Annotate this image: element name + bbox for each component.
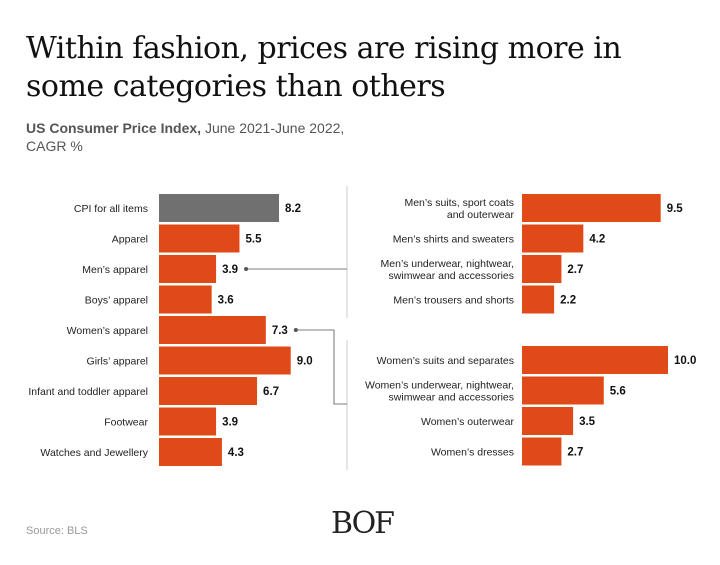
- category-label-line: Men’s underwear, nightwear,: [381, 258, 514, 270]
- category-label-infant-and-toddler-apparel: Infant and toddler apparel: [28, 386, 148, 398]
- bar-women-s-apparel: [159, 316, 266, 344]
- bar-men-s-shirts-and-sweaters: [522, 224, 584, 253]
- category-label-men-s-apparel: Men’s apparel: [82, 264, 148, 276]
- value-label-men-s-apparel: 3.9: [222, 264, 238, 276]
- category-label-men-s-shirts-and-sweaters: Men’s shirts and sweaters: [393, 234, 514, 246]
- category-label-boys-apparel: Boys’ apparel: [85, 295, 148, 307]
- value-label-cpi-for-all-items: 8.2: [285, 203, 301, 215]
- connector-womens-apparel: [295, 329, 347, 405]
- category-label-cpi-for-all-items: CPI for all items: [74, 203, 148, 215]
- category-label-women-s-dresses: Women’s dresses: [431, 447, 514, 459]
- bar-apparel: [159, 224, 240, 253]
- category-label-watches-and-jewellery: Watches and Jewellery: [40, 447, 148, 459]
- category-label-women-s-apparel: Women’s apparel: [67, 325, 148, 337]
- value-label-women-s-apparel: 7.3: [272, 325, 288, 337]
- bar-men-s-trousers-and-shorts: [522, 285, 555, 314]
- value-label-men-s-suits-sport-coats-and-outerwear: 9.5: [667, 203, 684, 215]
- value-label-women-s-underwear-nightwear-swimwear-and-accessories: 5.6: [610, 386, 626, 398]
- value-label-infant-and-toddler-apparel: 6.7: [263, 386, 279, 398]
- category-label-men-s-suits-sport-coats-and-outerwear: Men’s suits, sport coats and outerwear: [404, 197, 514, 221]
- bar-girls-apparel: [159, 346, 291, 375]
- subtitle-period: June 2021-June 2022, CAGR %: [26, 120, 345, 154]
- category-label-apparel: Apparel: [112, 234, 148, 246]
- category-label-women-s-underwear-nightwear-swimwear-and-accessories: Women’s underwear, nightwear, swimwear an…: [365, 380, 514, 404]
- bof-logo: BOF: [330, 506, 395, 541]
- category-label-line: and outerwear: [447, 209, 515, 221]
- bar-infant-and-toddler-apparel: [159, 377, 258, 405]
- category-label-men-s-underwear-nightwear-swimwear-and-accessories: Men’s underwear, nightwear, swimwear and …: [381, 258, 514, 282]
- value-label-apparel: 5.5: [245, 234, 262, 246]
- bar-women-s-outerwear: [522, 407, 574, 435]
- bar-men-s-apparel: [159, 255, 217, 283]
- value-label-women-s-suits-and-separates: 10.0: [674, 355, 696, 367]
- category-label-women-s-outerwear: Women’s outerwear: [421, 416, 514, 428]
- bar-men-s-underwear-nightwear-swimwear-and-accessories: [522, 255, 562, 283]
- value-label-girls-apparel: 9.0: [297, 356, 313, 368]
- category-label-line: swimwear and accessories: [389, 392, 514, 404]
- category-label-line: Women’s underwear, nightwear,: [365, 380, 514, 392]
- bar-men-s-suits-sport-coats-and-outerwear: [522, 194, 661, 222]
- value-label-women-s-dresses: 2.7: [567, 447, 583, 459]
- value-label-women-s-outerwear: 3.5: [579, 416, 596, 428]
- bar-women-s-underwear-nightwear-swimwear-and-accessories: [522, 376, 604, 405]
- value-label-men-s-shirts-and-sweaters: 4.2: [589, 234, 605, 246]
- bar-women-s-dresses: [522, 437, 562, 466]
- category-label-women-s-suits-and-separates: Women’s suits and separates: [377, 355, 514, 367]
- bar-women-s-suits-and-separates: [522, 346, 668, 374]
- bar-watches-and-jewellery: [159, 438, 222, 466]
- chart-subtitle: US Consumer Price Index, June 2021-June …: [26, 119, 386, 155]
- subtitle-index-name: US Consumer Price Index,: [26, 120, 202, 136]
- value-label-watches-and-jewellery: 4.3: [228, 447, 244, 459]
- category-label-girls-apparel: Girls’ apparel: [87, 356, 148, 368]
- category-label-line: Men’s suits, sport coats: [404, 197, 514, 209]
- bar-footwear: [159, 407, 217, 436]
- chart-title: Within fashion, prices are rising more i…: [26, 31, 622, 104]
- category-label-footwear: Footwear: [104, 417, 148, 429]
- category-label-men-s-trousers-and-shorts: Men’s trousers and shorts: [393, 295, 514, 307]
- bar-cpi-for-all-items: [159, 194, 279, 222]
- source-note: Source: BLS: [26, 525, 88, 537]
- value-label-footwear: 3.9: [222, 417, 238, 429]
- value-label-men-s-trousers-and-shorts: 2.2: [560, 295, 576, 307]
- category-label-line: swimwear and accessories: [389, 270, 514, 282]
- value-label-men-s-underwear-nightwear-swimwear-and-accessories: 2.7: [567, 264, 583, 276]
- bar-boys-apparel: [159, 285, 212, 314]
- value-label-boys-apparel: 3.6: [218, 295, 234, 307]
